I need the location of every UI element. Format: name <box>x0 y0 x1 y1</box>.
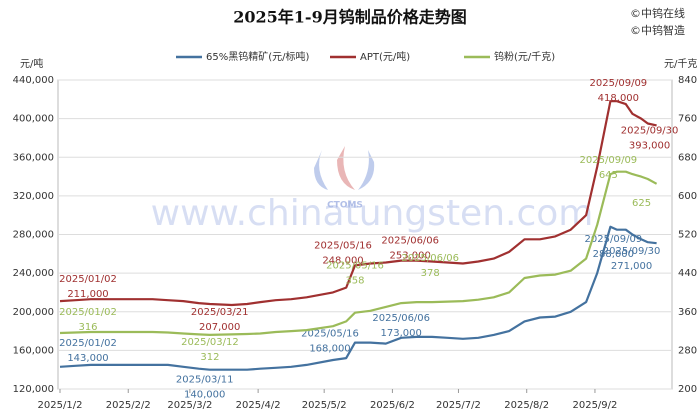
y2-tick-label: 840 <box>678 75 697 86</box>
y2-tick-label: 440 <box>678 268 697 279</box>
annotation-date: 2025/05/16 <box>314 240 372 251</box>
annotation-value: 312 <box>200 352 219 363</box>
series-line <box>59 100 657 307</box>
annotation-value: 271,000 <box>611 261 652 272</box>
annotation-value: 625 <box>632 198 651 209</box>
y2-tick-label: 600 <box>678 191 697 202</box>
annotation-date: 2025/03/12 <box>181 337 239 348</box>
y2-tick-label: 760 <box>678 114 697 125</box>
annotation-date: 2025/09/09 <box>585 234 643 245</box>
y2-tick-label: 360 <box>678 307 697 318</box>
annotation-value: 211,000 <box>67 289 108 300</box>
x-tick-label: 2025/1/2 <box>38 400 83 411</box>
y2-tick-label: 520 <box>678 230 697 241</box>
annotation-date: 2025/03/11 <box>176 375 234 386</box>
legend-label: APT(元/吨) <box>360 50 410 63</box>
x-tick-label: 2025/5/2 <box>302 400 347 411</box>
annotation-date: 2025/06/06 <box>372 313 430 324</box>
annotation-value: 253,000 <box>390 251 431 262</box>
annotation-date: 2025/09/09 <box>590 78 648 89</box>
annotation-value: 143,000 <box>67 353 108 364</box>
annotation-value: 316 <box>78 322 97 333</box>
annotation-value: 140,000 <box>184 390 225 401</box>
annotation-value: 207,000 <box>199 322 240 333</box>
annotation-date: 2025/09/09 <box>580 155 638 166</box>
x-tick-label: 2025/2/2 <box>106 400 151 411</box>
y-tick-label: 160,000 <box>13 345 54 356</box>
annotation-value: 173,000 <box>381 328 422 339</box>
y-tick-label: 280,000 <box>13 230 54 241</box>
y2-tick-label: 200 <box>678 384 697 395</box>
annotation-value: 288,000 <box>593 249 634 260</box>
y2-tick-label: 680 <box>678 152 697 163</box>
y2-axis-label: 元/千克 <box>664 58 697 70</box>
annotation-date: 2025/06/06 <box>381 236 439 247</box>
y-tick-label: 440,000 <box>13 75 54 86</box>
annotation-value: 645 <box>599 170 618 181</box>
y-tick-label: 320,000 <box>13 191 54 202</box>
x-tick-label: 2025/7/2 <box>436 400 481 411</box>
series-line <box>59 170 658 336</box>
annotation-value: 393,000 <box>629 140 670 151</box>
annotation-date: 2025/09/30 <box>621 125 679 136</box>
watermark: www.chinatungsten.com <box>151 193 594 234</box>
legend-label: 65%黑钨精矿(元/标吨) <box>206 50 309 63</box>
annotation-value: 358 <box>345 276 364 287</box>
watermark-logo <box>314 146 375 190</box>
y2-tick-label: 280 <box>678 345 697 356</box>
annotation-date: 2025/01/02 <box>59 338 117 349</box>
annotation-date: 2025/05/16 <box>326 261 384 272</box>
annotation-date: 2025/06/06 <box>401 253 459 264</box>
x-tick-label: 2025/4/2 <box>236 400 281 411</box>
annotation-date: 2025/09/30 <box>603 246 661 257</box>
copyright: ©中钨智造 <box>630 23 685 37</box>
x-tick-label: 2025/6/2 <box>370 400 415 411</box>
x-tick-label: 2025/3/2 <box>167 400 212 411</box>
copyright: ©中钨在线 <box>630 6 685 20</box>
y-axis-label: 元/吨 <box>20 57 43 70</box>
legend-label: 钨粉(元/千克) <box>494 50 555 63</box>
watermark-logo-text: CTOMS <box>327 201 363 211</box>
y-tick-label: 400,000 <box>13 114 54 125</box>
annotation-value: 378 <box>421 268 440 279</box>
annotation-value: 248,000 <box>322 255 363 266</box>
x-tick-label: 2025/9/2 <box>572 400 617 411</box>
y-tick-label: 200,000 <box>13 307 54 318</box>
chart-title: 2025年1-9月钨制品价格走势图 <box>233 8 466 27</box>
annotation-date: 2025/03/21 <box>191 307 249 318</box>
annotation-date: 2025/01/02 <box>59 274 117 285</box>
y-tick-label: 360,000 <box>13 152 54 163</box>
y-tick-label: 240,000 <box>13 268 54 279</box>
y-tick-label: 120,000 <box>13 384 54 395</box>
annotation-date: 2025/05/16 <box>301 329 359 340</box>
annotation-value: 418,000 <box>598 93 639 104</box>
annotation-value: 168,000 <box>309 344 350 355</box>
annotation-date: 2025/01/02 <box>59 307 117 318</box>
x-tick-label: 2025/8/2 <box>504 400 549 411</box>
series-line <box>59 225 657 371</box>
